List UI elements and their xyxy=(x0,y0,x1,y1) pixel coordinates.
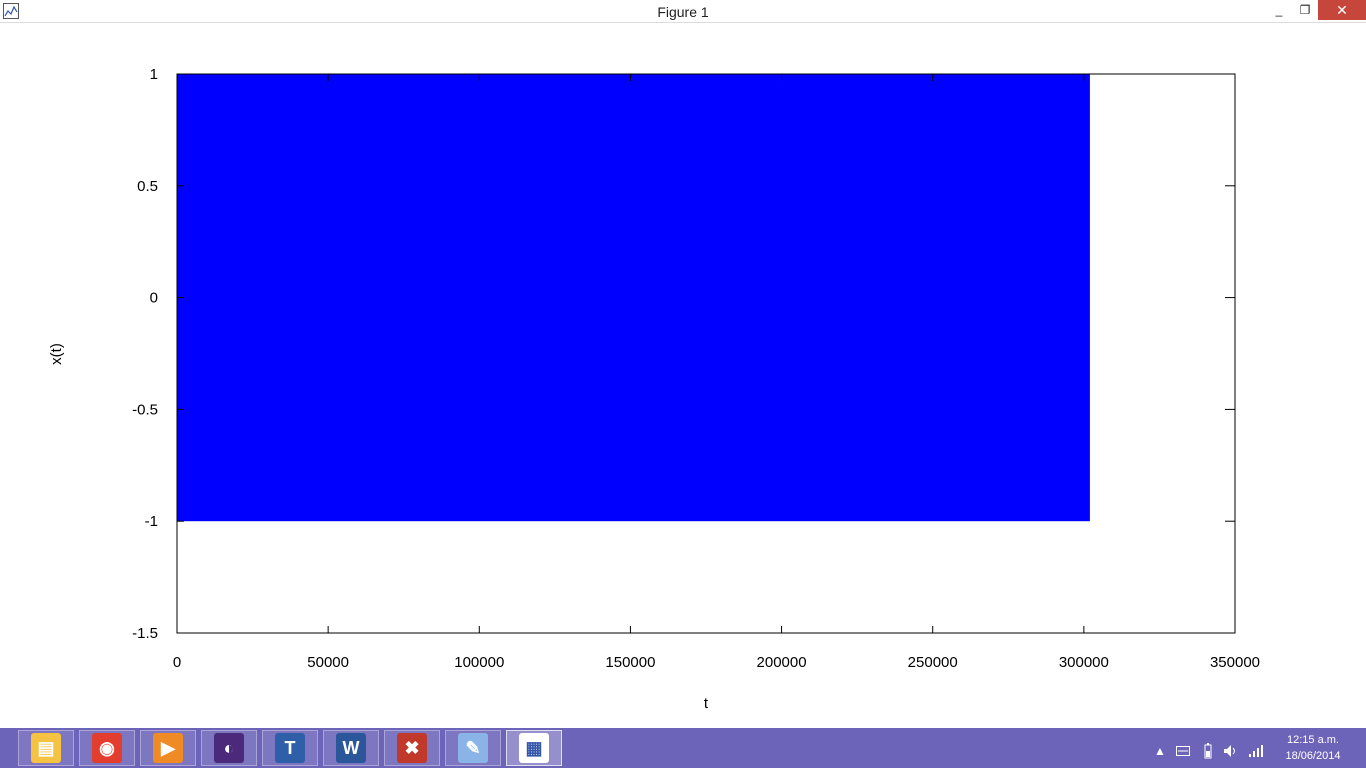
keyboard-icon[interactable] xyxy=(1174,741,1192,761)
taskbar-item-tools[interactable]: ✖ xyxy=(384,730,440,766)
taskbar-item-paint[interactable]: ✎ xyxy=(445,730,501,766)
x-tick-label: 0 xyxy=(173,654,181,671)
paint-icon: ✎ xyxy=(458,733,488,763)
window-title: Figure 1 xyxy=(657,4,709,20)
y-tick-label: 1 xyxy=(150,66,158,83)
taskbar-item-text-editor[interactable]: T xyxy=(262,730,318,766)
clock-time: 12:15 a.m. xyxy=(1287,734,1339,746)
taskbar-item-figure[interactable]: ▦ xyxy=(506,730,562,766)
y-tick-label: -0.5 xyxy=(132,401,158,418)
x-tick-label: 250000 xyxy=(908,654,958,671)
text-editor-icon: T xyxy=(275,733,305,763)
series-line-0 xyxy=(177,74,1090,522)
y-tick-label: 0 xyxy=(150,290,158,307)
maximize-button[interactable]: ❐ xyxy=(1299,3,1311,17)
x-tick-label: 150000 xyxy=(605,654,655,671)
tools-icon: ✖ xyxy=(397,733,427,763)
taskbar-item-word[interactable]: W xyxy=(323,730,379,766)
volume-icon[interactable] xyxy=(1222,741,1240,761)
battery-icon[interactable] xyxy=(1199,741,1217,761)
y-tick-label: 0.5 xyxy=(137,178,158,195)
taskbar-item-eclipse[interactable]: ◐ xyxy=(201,730,257,766)
close-button[interactable]: ✕ xyxy=(1318,0,1366,20)
x-tick-label: 350000 xyxy=(1210,654,1260,671)
show-hidden-icons-button[interactable]: ▲ xyxy=(1154,744,1166,758)
x-tick-label: 300000 xyxy=(1059,654,1109,671)
folder-icon: ▤ xyxy=(31,733,61,763)
minimize-button[interactable]: _ xyxy=(1275,3,1283,17)
clock[interactable]: 12:15 a.m. 18/06/2014 xyxy=(1268,732,1358,764)
taskbar-item-chrome[interactable]: ◉ xyxy=(79,730,135,766)
app-icon xyxy=(3,3,19,19)
x-tick-label: 200000 xyxy=(757,654,807,671)
plot-layer xyxy=(177,74,1090,522)
eclipse-icon: ◐ xyxy=(214,733,244,763)
word-icon: W xyxy=(336,733,366,763)
chart: 0 50000 100000 150000 200000 250000 300000 3500… xyxy=(48,66,1260,712)
y-axis-label: x(t) xyxy=(48,343,65,365)
taskbar-item-media-player[interactable]: ▶ xyxy=(140,730,196,766)
signal-icon[interactable] xyxy=(1246,741,1266,761)
window-titlebar: Figure 1 _ ❐ ✕ xyxy=(0,0,1366,23)
plot-frame xyxy=(176,73,1236,634)
x-tick-label: 100000 xyxy=(454,654,504,671)
taskbar: ▤ ◉ ▶ ◐ T W ✖ ✎ ▦ xyxy=(0,728,1366,768)
x-axis-label: t xyxy=(704,695,709,712)
figure-icon: ▦ xyxy=(519,733,549,763)
y-tick-label: -1.5 xyxy=(132,625,158,642)
ticks-layer: 0 50000 100000 150000 200000 250000 300000 3500… xyxy=(132,66,1260,671)
y-tick-label: -1 xyxy=(145,513,158,530)
media-player-icon: ▶ xyxy=(153,733,183,763)
x-tick-label: 50000 xyxy=(307,654,349,671)
taskbar-item-file-explorer[interactable]: ▤ xyxy=(18,730,74,766)
chrome-icon: ◉ xyxy=(92,733,122,763)
clock-date: 18/06/2014 xyxy=(1285,750,1341,762)
